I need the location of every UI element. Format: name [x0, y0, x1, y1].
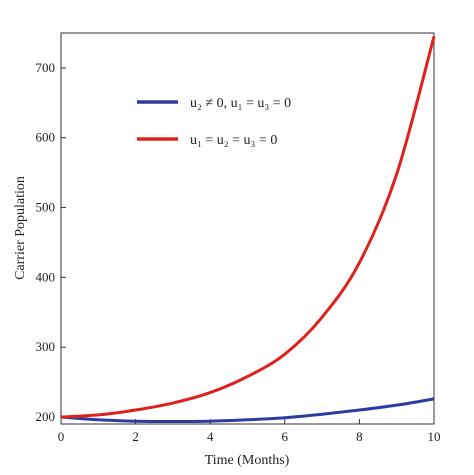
- y-tick-label: 200: [36, 409, 56, 424]
- y-tick-label: 600: [36, 130, 56, 145]
- series-line-0: [60, 397, 435, 424]
- plot-frame: [60, 32, 435, 425]
- x-tick-label: 0: [58, 429, 65, 444]
- series-line-1: [60, 36, 436, 419]
- x-axis-ticks: 0 2 4 6 8 10: [58, 419, 441, 444]
- legend-label-1: u₁ = u₂ = u₃ = 0: [190, 133, 277, 148]
- legend-label-0: u₂ ≠ 0, u₁ = u₃ = 0: [190, 96, 291, 111]
- x-tick-label: 4: [207, 429, 214, 444]
- y-tick-label: 700: [36, 60, 56, 75]
- x-tick-label: 6: [282, 429, 289, 444]
- y-axis-label: Carrier Population: [13, 176, 28, 280]
- legend: u₂ ≠ 0, u₁ = u₃ = 0 u₁ = u₂ = u₃ = 0: [137, 96, 291, 148]
- y-tick-label: 500: [36, 200, 56, 215]
- series-lines: [60, 36, 436, 424]
- x-axis-label: Time (Months): [205, 453, 290, 468]
- x-tick-label: 2: [132, 429, 139, 444]
- y-tick-label: 300: [36, 339, 56, 354]
- x-tick-label: 8: [356, 429, 363, 444]
- y-tick-label: 400: [36, 269, 56, 284]
- x-tick-label: 10: [428, 429, 441, 444]
- y-axis-ticks: 200 300 400 500 600 700: [36, 60, 66, 424]
